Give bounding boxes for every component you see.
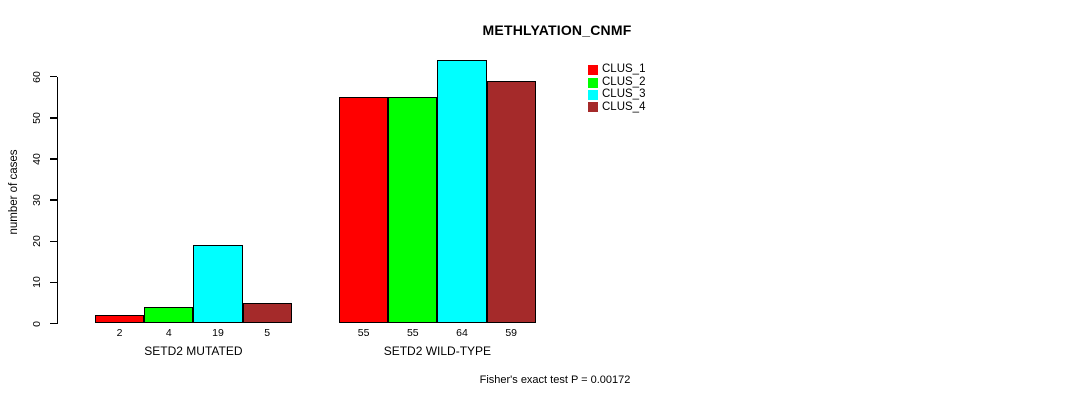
legend-label: CLUS_4 [602, 100, 646, 113]
bar [388, 97, 438, 324]
legend-item: CLUS_2 [588, 76, 645, 88]
x-group-label: SETD2 WILD-TYPE [383, 344, 492, 358]
y-tick-label: 10 [31, 276, 43, 289]
legend-swatch [588, 65, 598, 76]
bar [486, 80, 536, 324]
legend-swatch [588, 102, 598, 113]
y-tick [49, 158, 57, 160]
y-tick [49, 281, 57, 284]
chart-title: METHLYATION_CNMF [482, 22, 632, 38]
legend-label: CLUS_2 [602, 75, 646, 88]
bar-value-label: 55 [357, 327, 370, 339]
legend-item: CLUS_4 [588, 101, 645, 113]
bar [95, 315, 145, 324]
bar-value-label: 19 [212, 327, 224, 339]
bar-value-label: 2 [116, 327, 123, 339]
legend-label: CLUS_1 [602, 63, 646, 76]
y-tick-label: 30 [31, 194, 43, 206]
y-tick [49, 199, 57, 201]
legend-item: CLUS_1 [588, 64, 645, 76]
legend: CLUS_1 CLUS_2 CLUS_3 CLUS_4 [588, 64, 645, 114]
bar-value-label: 55 [406, 327, 419, 339]
y-tick [49, 76, 57, 78]
x-group-label: SETD2 MUTATED [144, 344, 243, 358]
legend-swatch [588, 89, 598, 100]
legend-item: CLUS_3 [588, 89, 645, 101]
legend-swatch [588, 77, 598, 88]
bar [242, 302, 292, 324]
fisher-test-annotation: Fisher's exact test P = 0.00172 [479, 374, 631, 386]
bar [339, 97, 389, 324]
y-tick [49, 240, 57, 242]
bar [144, 307, 194, 324]
bar-value-label: 4 [165, 327, 172, 339]
bar-value-label: 5 [264, 327, 271, 339]
bar [193, 245, 243, 324]
legend-label: CLUS_3 [602, 88, 646, 101]
bar [437, 60, 487, 324]
y-axis-line [56, 76, 58, 325]
y-tick-label: 50 [31, 112, 43, 124]
y-tick-label: 40 [31, 153, 43, 165]
y-tick-label: 60 [31, 70, 43, 83]
y-tick [49, 117, 57, 119]
bar-value-label: 59 [505, 327, 518, 339]
bar-value-label: 64 [456, 327, 468, 339]
y-tick-label: 20 [31, 235, 43, 248]
y-tick-label: 0 [31, 320, 43, 327]
y-tick [49, 322, 57, 325]
